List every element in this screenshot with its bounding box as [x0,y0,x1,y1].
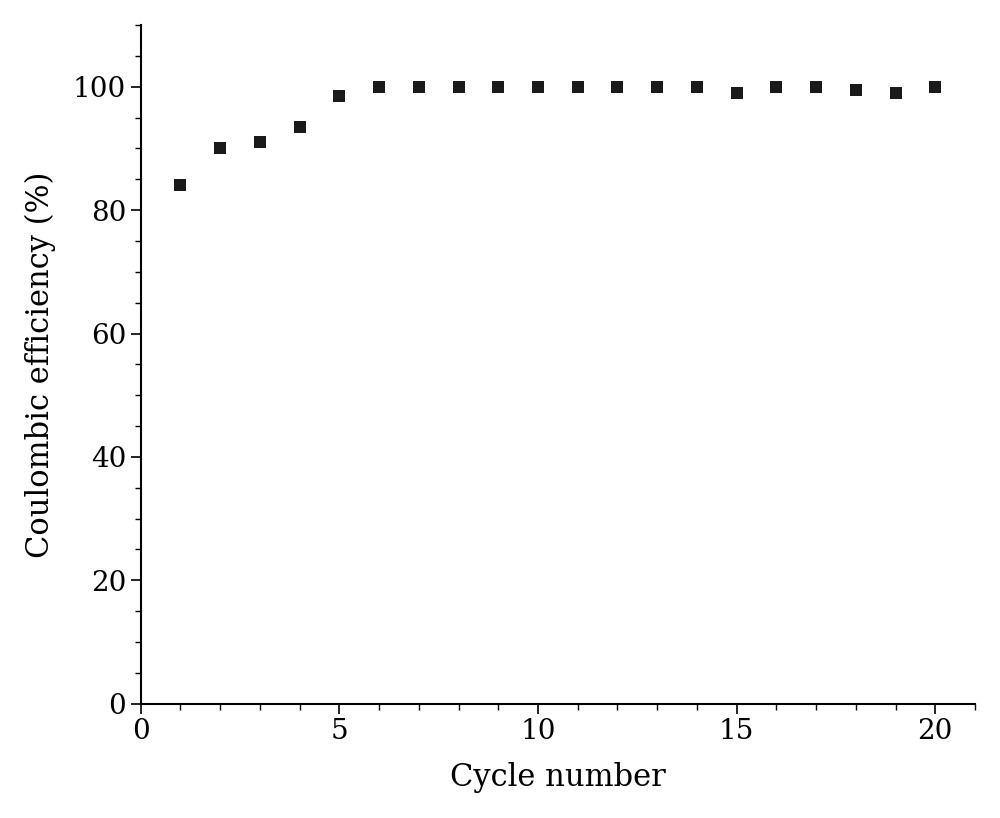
Point [172,179,188,192]
Point [609,80,625,93]
Point [689,80,705,93]
Point [888,87,904,100]
Point [530,80,546,93]
Y-axis label: Coulombic efficiency (%): Coulombic efficiency (%) [25,171,56,558]
Point [411,80,427,93]
Point [570,80,586,93]
Point [371,80,387,93]
Point [729,87,745,100]
Point [292,120,308,133]
Point [927,80,943,93]
Point [808,80,824,93]
Point [212,142,228,155]
Point [490,80,506,93]
X-axis label: Cycle number: Cycle number [450,762,666,793]
Point [331,89,347,102]
Point [252,136,268,149]
Point [848,83,864,97]
Point [649,80,665,93]
Point [451,80,467,93]
Point [768,80,784,93]
